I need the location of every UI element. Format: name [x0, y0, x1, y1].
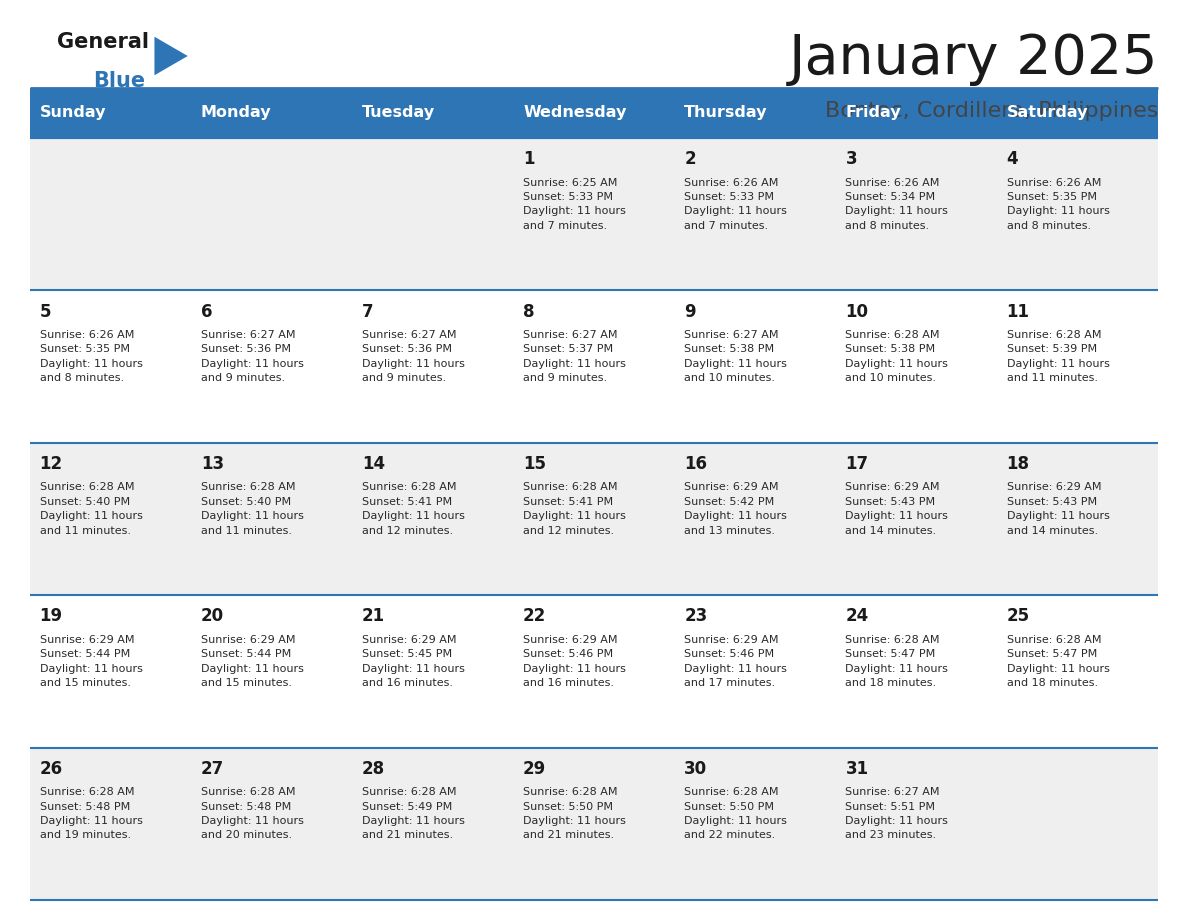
Text: Blue: Blue	[93, 71, 145, 91]
Text: 11: 11	[1006, 303, 1030, 320]
Text: 15: 15	[523, 455, 546, 473]
Text: 31: 31	[846, 760, 868, 778]
Text: Bontoc, Cordillera, Philippines: Bontoc, Cordillera, Philippines	[824, 101, 1158, 121]
Text: Sunrise: 6:28 AM
Sunset: 5:49 PM
Daylight: 11 hours
and 21 minutes.: Sunrise: 6:28 AM Sunset: 5:49 PM Dayligh…	[362, 788, 465, 840]
Text: Sunrise: 6:26 AM
Sunset: 5:34 PM
Daylight: 11 hours
and 8 minutes.: Sunrise: 6:26 AM Sunset: 5:34 PM Dayligh…	[846, 177, 948, 230]
Text: 6: 6	[201, 303, 213, 320]
Text: Sunrise: 6:28 AM
Sunset: 5:41 PM
Daylight: 11 hours
and 12 minutes.: Sunrise: 6:28 AM Sunset: 5:41 PM Dayligh…	[362, 483, 465, 535]
Text: 16: 16	[684, 455, 707, 473]
Text: 2: 2	[684, 151, 696, 168]
Text: 7: 7	[362, 303, 373, 320]
Text: Sunrise: 6:27 AM
Sunset: 5:51 PM
Daylight: 11 hours
and 23 minutes.: Sunrise: 6:27 AM Sunset: 5:51 PM Dayligh…	[846, 788, 948, 840]
Text: Sunrise: 6:25 AM
Sunset: 5:33 PM
Daylight: 11 hours
and 7 minutes.: Sunrise: 6:25 AM Sunset: 5:33 PM Dayligh…	[523, 177, 626, 230]
Text: Sunrise: 6:28 AM
Sunset: 5:38 PM
Daylight: 11 hours
and 10 minutes.: Sunrise: 6:28 AM Sunset: 5:38 PM Dayligh…	[846, 330, 948, 383]
Text: Sunrise: 6:27 AM
Sunset: 5:36 PM
Daylight: 11 hours
and 9 minutes.: Sunrise: 6:27 AM Sunset: 5:36 PM Dayligh…	[362, 330, 465, 383]
Bar	[191, 88, 353, 138]
Bar	[997, 88, 1158, 138]
Text: 20: 20	[201, 608, 223, 625]
Text: 13: 13	[201, 455, 223, 473]
Text: 12: 12	[39, 455, 63, 473]
Text: Sunrise: 6:26 AM
Sunset: 5:33 PM
Daylight: 11 hours
and 7 minutes.: Sunrise: 6:26 AM Sunset: 5:33 PM Dayligh…	[684, 177, 788, 230]
Text: Sunrise: 6:28 AM
Sunset: 5:40 PM
Daylight: 11 hours
and 11 minutes.: Sunrise: 6:28 AM Sunset: 5:40 PM Dayligh…	[201, 483, 304, 535]
Text: 21: 21	[362, 608, 385, 625]
Text: 28: 28	[362, 760, 385, 778]
Text: 3: 3	[846, 151, 857, 168]
Text: 27: 27	[201, 760, 225, 778]
Text: 8: 8	[523, 303, 535, 320]
Text: Wednesday: Wednesday	[523, 106, 626, 120]
Text: Sunrise: 6:28 AM
Sunset: 5:48 PM
Daylight: 11 hours
and 19 minutes.: Sunrise: 6:28 AM Sunset: 5:48 PM Dayligh…	[39, 788, 143, 840]
Text: Sunrise: 6:29 AM
Sunset: 5:44 PM
Daylight: 11 hours
and 15 minutes.: Sunrise: 6:29 AM Sunset: 5:44 PM Dayligh…	[201, 635, 304, 688]
Text: Sunrise: 6:27 AM
Sunset: 5:38 PM
Daylight: 11 hours
and 10 minutes.: Sunrise: 6:27 AM Sunset: 5:38 PM Dayligh…	[684, 330, 788, 383]
Text: 23: 23	[684, 608, 708, 625]
Text: Sunrise: 6:28 AM
Sunset: 5:50 PM
Daylight: 11 hours
and 22 minutes.: Sunrise: 6:28 AM Sunset: 5:50 PM Dayligh…	[684, 788, 788, 840]
Text: Tuesday: Tuesday	[362, 106, 435, 120]
Text: Sunrise: 6:29 AM
Sunset: 5:43 PM
Daylight: 11 hours
and 14 minutes.: Sunrise: 6:29 AM Sunset: 5:43 PM Dayligh…	[1006, 483, 1110, 535]
Bar	[675, 88, 835, 138]
Text: Monday: Monday	[201, 106, 271, 120]
Text: Sunrise: 6:29 AM
Sunset: 5:43 PM
Daylight: 11 hours
and 14 minutes.: Sunrise: 6:29 AM Sunset: 5:43 PM Dayligh…	[846, 483, 948, 535]
Text: 26: 26	[39, 760, 63, 778]
Bar	[835, 88, 997, 138]
Text: 22: 22	[523, 608, 546, 625]
Text: 10: 10	[846, 303, 868, 320]
Bar	[30, 595, 1158, 747]
Bar	[353, 88, 513, 138]
Text: January 2025: January 2025	[789, 32, 1158, 86]
Bar	[30, 138, 1158, 290]
Text: 17: 17	[846, 455, 868, 473]
Text: Thursday: Thursday	[684, 106, 767, 120]
Text: 19: 19	[39, 608, 63, 625]
Text: 5: 5	[39, 303, 51, 320]
Text: Sunrise: 6:28 AM
Sunset: 5:40 PM
Daylight: 11 hours
and 11 minutes.: Sunrise: 6:28 AM Sunset: 5:40 PM Dayligh…	[39, 483, 143, 535]
Text: 1: 1	[523, 151, 535, 168]
Text: Sunrise: 6:29 AM
Sunset: 5:42 PM
Daylight: 11 hours
and 13 minutes.: Sunrise: 6:29 AM Sunset: 5:42 PM Dayligh…	[684, 483, 788, 535]
Text: Sunrise: 6:29 AM
Sunset: 5:46 PM
Daylight: 11 hours
and 17 minutes.: Sunrise: 6:29 AM Sunset: 5:46 PM Dayligh…	[684, 635, 788, 688]
Text: 30: 30	[684, 760, 707, 778]
Text: Saturday: Saturday	[1006, 106, 1088, 120]
Bar	[30, 290, 1158, 442]
Text: Sunrise: 6:26 AM
Sunset: 5:35 PM
Daylight: 11 hours
and 8 minutes.: Sunrise: 6:26 AM Sunset: 5:35 PM Dayligh…	[39, 330, 143, 383]
Bar	[30, 88, 191, 138]
Text: Sunrise: 6:28 AM
Sunset: 5:47 PM
Daylight: 11 hours
and 18 minutes.: Sunrise: 6:28 AM Sunset: 5:47 PM Dayligh…	[1006, 635, 1110, 688]
Text: Sunrise: 6:27 AM
Sunset: 5:37 PM
Daylight: 11 hours
and 9 minutes.: Sunrise: 6:27 AM Sunset: 5:37 PM Dayligh…	[523, 330, 626, 383]
Text: Sunrise: 6:28 AM
Sunset: 5:48 PM
Daylight: 11 hours
and 20 minutes.: Sunrise: 6:28 AM Sunset: 5:48 PM Dayligh…	[201, 788, 304, 840]
Text: 9: 9	[684, 303, 696, 320]
Text: Sunrise: 6:29 AM
Sunset: 5:46 PM
Daylight: 11 hours
and 16 minutes.: Sunrise: 6:29 AM Sunset: 5:46 PM Dayligh…	[523, 635, 626, 688]
Text: Sunrise: 6:27 AM
Sunset: 5:36 PM
Daylight: 11 hours
and 9 minutes.: Sunrise: 6:27 AM Sunset: 5:36 PM Dayligh…	[201, 330, 304, 383]
Bar	[30, 442, 1158, 595]
Text: Sunrise: 6:29 AM
Sunset: 5:44 PM
Daylight: 11 hours
and 15 minutes.: Sunrise: 6:29 AM Sunset: 5:44 PM Dayligh…	[39, 635, 143, 688]
Bar	[30, 747, 1158, 900]
Text: General: General	[57, 32, 148, 52]
Text: Sunday: Sunday	[39, 106, 106, 120]
Text: Sunrise: 6:29 AM
Sunset: 5:45 PM
Daylight: 11 hours
and 16 minutes.: Sunrise: 6:29 AM Sunset: 5:45 PM Dayligh…	[362, 635, 465, 688]
Polygon shape	[154, 37, 188, 75]
Text: 14: 14	[362, 455, 385, 473]
Bar	[513, 88, 675, 138]
Text: 24: 24	[846, 608, 868, 625]
Text: Sunrise: 6:28 AM
Sunset: 5:41 PM
Daylight: 11 hours
and 12 minutes.: Sunrise: 6:28 AM Sunset: 5:41 PM Dayligh…	[523, 483, 626, 535]
Text: 25: 25	[1006, 608, 1030, 625]
Text: Friday: Friday	[846, 106, 901, 120]
Text: Sunrise: 6:26 AM
Sunset: 5:35 PM
Daylight: 11 hours
and 8 minutes.: Sunrise: 6:26 AM Sunset: 5:35 PM Dayligh…	[1006, 177, 1110, 230]
Text: Sunrise: 6:28 AM
Sunset: 5:50 PM
Daylight: 11 hours
and 21 minutes.: Sunrise: 6:28 AM Sunset: 5:50 PM Dayligh…	[523, 788, 626, 840]
Text: 29: 29	[523, 760, 546, 778]
Text: Sunrise: 6:28 AM
Sunset: 5:47 PM
Daylight: 11 hours
and 18 minutes.: Sunrise: 6:28 AM Sunset: 5:47 PM Dayligh…	[846, 635, 948, 688]
Text: Sunrise: 6:28 AM
Sunset: 5:39 PM
Daylight: 11 hours
and 11 minutes.: Sunrise: 6:28 AM Sunset: 5:39 PM Dayligh…	[1006, 330, 1110, 383]
Text: 4: 4	[1006, 151, 1018, 168]
Text: 18: 18	[1006, 455, 1030, 473]
